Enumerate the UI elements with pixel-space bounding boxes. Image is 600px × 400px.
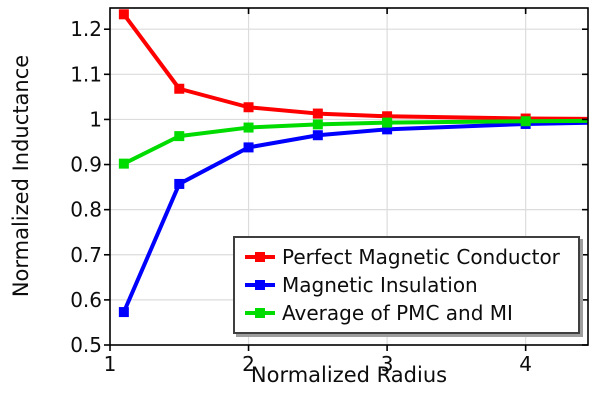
axis-ticks [104,8,588,351]
svg-text:1: 1 [89,107,102,131]
data-series [118,9,588,318]
svg-text:0.8: 0.8 [70,198,102,222]
legend-label-mi: Magnetic Insulation [282,273,478,297]
plot-frame [109,7,589,346]
svg-text:0.5: 0.5 [70,333,102,357]
svg-text:0.7: 0.7 [70,243,102,267]
axis-tick-labels: 1 2 3 4 0.5 0.6 0.7 0.8 0.9 1 1.1 1.2 [70,17,532,376]
avg-line-marker-icon [245,308,275,318]
x-axis-title: Normalized Radius [250,363,448,387]
svg-text:0.6: 0.6 [70,288,102,312]
mi-line-marker-icon [245,280,275,290]
svg-text:3: 3 [381,352,394,376]
y-axis-title: Normalized Inductance [9,54,33,298]
svg-text:1: 1 [104,352,117,376]
legend: Perfect Magnetic Conductor Magnetic Insu… [233,236,580,334]
svg-text:4: 4 [519,352,532,376]
legend-item-mi: Magnetic Insulation [245,273,568,297]
legend-item-avg: Average of PMC and MI [245,301,568,325]
svg-text:1.1: 1.1 [70,62,102,86]
legend-label-avg: Average of PMC and MI [282,301,513,325]
legend-item-pmc: Perfect Magnetic Conductor [245,245,568,269]
pmc-line-marker-icon [245,252,275,262]
svg-text:1.2: 1.2 [70,17,102,41]
svg-text:0.9: 0.9 [70,153,102,177]
legend-label-pmc: Perfect Magnetic Conductor [282,245,560,269]
svg-text:2: 2 [242,352,255,376]
